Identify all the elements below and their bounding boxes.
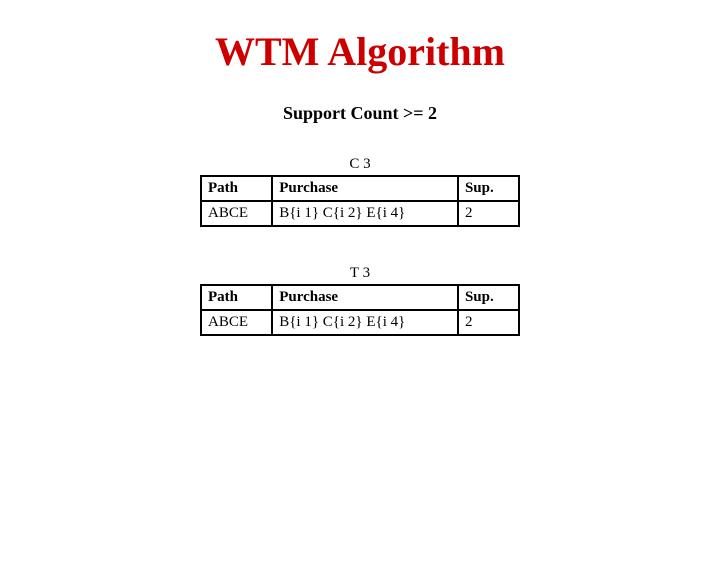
cell-purchase: B{i 1} C{i 2} E{i 4} xyxy=(272,201,458,226)
table-t3-wrap: T 3 Path Purchase Sup. ABCE B{i 1} C{i 2… xyxy=(200,265,520,336)
table-c3: Path Purchase Sup. ABCE B{i 1} C{i 2} E{… xyxy=(200,175,520,227)
table-c3-label: C 3 xyxy=(200,156,520,173)
col-header-path: Path xyxy=(201,176,272,201)
table-row: ABCE B{i 1} C{i 2} E{i 4} 2 xyxy=(201,201,519,226)
col-header-path: Path xyxy=(201,285,272,310)
table-row: ABCE B{i 1} C{i 2} E{i 4} 2 xyxy=(201,310,519,335)
slide-title: WTM Algorithm xyxy=(0,28,720,75)
cell-purchase: B{i 1} C{i 2} E{i 4} xyxy=(272,310,458,335)
table-c3-wrap: C 3 Path Purchase Sup. ABCE B{i 1} C{i 2… xyxy=(200,156,520,227)
table-row: Path Purchase Sup. xyxy=(201,176,519,201)
col-header-purchase: Purchase xyxy=(272,176,458,201)
cell-path: ABCE xyxy=(201,310,272,335)
table-t3: Path Purchase Sup. ABCE B{i 1} C{i 2} E{… xyxy=(200,284,520,336)
table-t3-label: T 3 xyxy=(200,265,520,282)
cell-sup: 2 xyxy=(458,310,519,335)
slide-subtitle: Support Count >= 2 xyxy=(0,103,720,124)
table-row: Path Purchase Sup. xyxy=(201,285,519,310)
col-header-sup: Sup. xyxy=(458,285,519,310)
col-header-sup: Sup. xyxy=(458,176,519,201)
cell-path: ABCE xyxy=(201,201,272,226)
col-header-purchase: Purchase xyxy=(272,285,458,310)
cell-sup: 2 xyxy=(458,201,519,226)
